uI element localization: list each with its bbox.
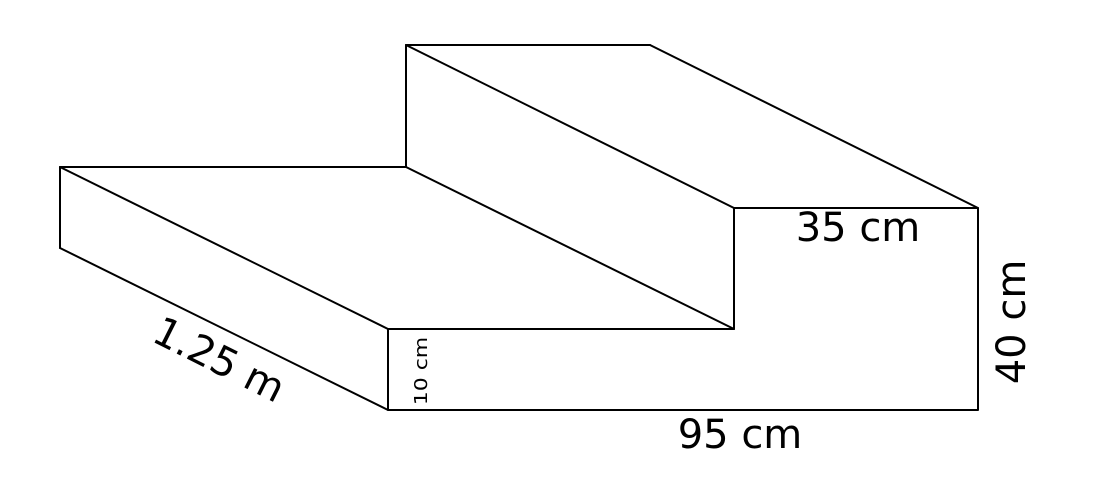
edge-front-profile [387, 207, 979, 411]
label-step-height: 10 cm [411, 337, 431, 405]
edge-lower-left-diagonal [59, 166, 389, 330]
edge-bottom-left-diagonal [59, 247, 389, 411]
front-profile-face [388, 208, 978, 410]
edge-top-left-diagonal [405, 44, 735, 209]
edge-lower-middle-diagonal [405, 166, 735, 330]
upper-top-face [406, 45, 978, 208]
lower-top-face [60, 167, 734, 329]
label-top-step-width: 35 cm [796, 205, 921, 251]
label-total-height: 40 cm [989, 260, 1035, 385]
left-side-face [60, 167, 388, 410]
stair-edges [59, 44, 979, 411]
upper-riser-face [406, 45, 734, 329]
label-base-length: 95 cm [678, 412, 803, 458]
edge-top-right-diagonal [649, 44, 979, 209]
